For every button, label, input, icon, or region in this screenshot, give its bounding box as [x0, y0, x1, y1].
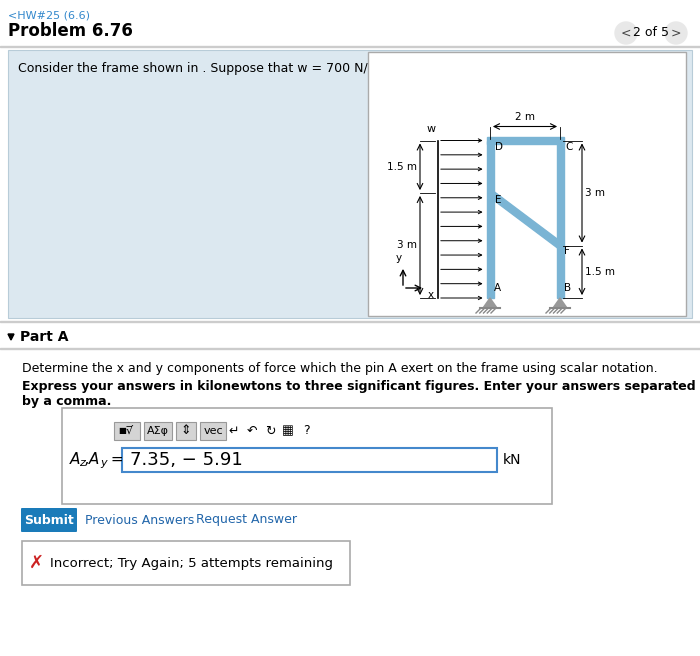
Bar — [114, 422, 140, 440]
Text: 1.5 m: 1.5 m — [387, 162, 417, 172]
Text: w: w — [427, 125, 436, 134]
Text: E: E — [495, 195, 501, 205]
Bar — [368, 52, 686, 316]
Text: vec: vec — [203, 426, 223, 436]
Text: Incorrect; Try Again; 5 attempts remaining: Incorrect; Try Again; 5 attempts remaini… — [50, 556, 333, 569]
Polygon shape — [8, 334, 14, 340]
Bar — [8, 50, 692, 318]
Polygon shape — [553, 298, 567, 308]
Text: 3 m: 3 m — [585, 188, 605, 198]
Text: A: A — [494, 283, 501, 293]
Bar — [22, 541, 350, 585]
Text: ✗: ✗ — [29, 554, 43, 572]
Text: Express your answers in kilonewtons to three significant figures. Enter your ans: Express your answers in kilonewtons to t… — [22, 380, 696, 408]
Text: C: C — [565, 142, 573, 152]
Bar — [122, 448, 497, 472]
Text: z: z — [79, 458, 85, 468]
Text: y: y — [100, 458, 106, 468]
Text: x: x — [428, 290, 434, 300]
Text: B: B — [564, 283, 571, 293]
Text: Submit: Submit — [24, 514, 74, 527]
Text: <: < — [621, 26, 631, 39]
Text: kN: kN — [503, 453, 522, 467]
Text: Consider the frame shown in . Suppose that w = 700 N/m.: Consider the frame shown in . Suppose th… — [18, 62, 384, 75]
Text: 2 m: 2 m — [515, 112, 535, 121]
Text: Determine the x and y components of force which the pin A exert on the frame usi: Determine the x and y components of forc… — [22, 362, 657, 375]
Text: ▦: ▦ — [282, 424, 294, 438]
Text: ⇕: ⇕ — [181, 424, 191, 438]
Text: y: y — [396, 253, 402, 263]
Text: Request Answer: Request Answer — [196, 514, 297, 527]
Text: Previous Answers: Previous Answers — [85, 514, 195, 527]
Text: 7.35, − 5.91: 7.35, − 5.91 — [130, 451, 243, 469]
Bar — [0, 46, 700, 47]
Bar — [62, 408, 552, 504]
Text: ↶: ↶ — [246, 424, 258, 438]
Circle shape — [665, 22, 687, 44]
Polygon shape — [488, 190, 562, 249]
Text: ?: ? — [302, 424, 309, 438]
Bar — [486, 140, 493, 298]
Text: ↻: ↻ — [265, 424, 275, 438]
Text: 2 of 5: 2 of 5 — [633, 26, 669, 39]
Text: 1.5 m: 1.5 m — [585, 267, 615, 277]
Bar — [0, 321, 700, 322]
Text: >: > — [671, 26, 681, 39]
Text: ■: ■ — [118, 426, 126, 436]
Bar — [200, 422, 226, 440]
Text: Problem 6.76: Problem 6.76 — [8, 22, 133, 40]
Text: A: A — [70, 453, 80, 468]
Text: ,A: ,A — [85, 453, 100, 468]
Polygon shape — [483, 298, 497, 308]
Text: F: F — [564, 247, 570, 256]
Text: ↵: ↵ — [229, 424, 239, 438]
Text: √̅: √̅ — [126, 426, 133, 436]
Text: Part A: Part A — [20, 330, 69, 344]
Text: 3 m: 3 m — [397, 241, 417, 251]
FancyBboxPatch shape — [21, 508, 77, 532]
Text: AΣφ: AΣφ — [147, 426, 169, 436]
Bar — [0, 348, 700, 349]
Bar — [486, 137, 564, 144]
Bar — [144, 422, 172, 440]
Bar — [176, 422, 196, 440]
Text: D: D — [495, 142, 503, 152]
Bar — [556, 140, 564, 298]
Text: <HW#25 (6.6): <HW#25 (6.6) — [8, 10, 90, 20]
Circle shape — [615, 22, 637, 44]
Text: =: = — [106, 453, 124, 468]
